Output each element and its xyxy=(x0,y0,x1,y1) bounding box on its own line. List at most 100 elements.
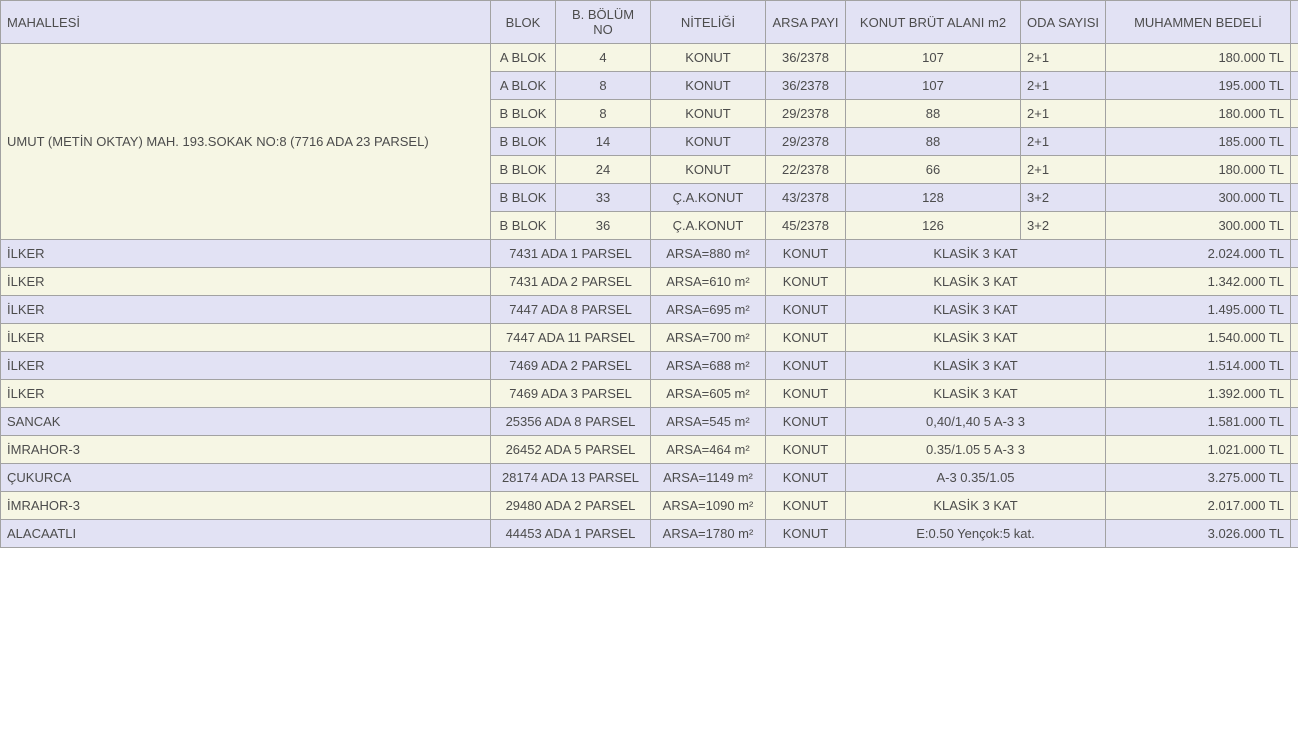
table-row: UMUT (METİN OKTAY) MAH. 193.SOKAK NO:8 (… xyxy=(1,44,1298,72)
muhammen-bedel-cell: 185.000 TL xyxy=(1106,128,1291,156)
arsa-cell: ARSA=695 m² xyxy=(651,296,766,324)
oda-sayisi-cell: 3+2 xyxy=(1021,212,1106,240)
arsa-cell: ARSA=464 m² xyxy=(651,436,766,464)
nitelik-cell: KONUT xyxy=(766,436,846,464)
table-row: ÇUKURCA28174 ADA 13 PARSELARSA=1149 m²KO… xyxy=(1,464,1298,492)
mahalle-cell: İMRAHOR-3 xyxy=(1,436,491,464)
detay-cell: KLASİK 3 KAT xyxy=(846,380,1106,408)
sliver-cell xyxy=(1291,520,1298,548)
sliver-cell xyxy=(1291,44,1298,72)
mahalle-cell: ALACAATLI xyxy=(1,520,491,548)
parsel-cell: 26452 ADA 5 PARSEL xyxy=(491,436,651,464)
parsel-cell: 25356 ADA 8 PARSEL xyxy=(491,408,651,436)
mahalle-cell: İLKER xyxy=(1,352,491,380)
arsa-payi-cell: 45/2378 xyxy=(766,212,846,240)
muhammen-bedel-cell: 3.275.000 TL xyxy=(1106,464,1291,492)
detay-cell: E:0.50 Yençok:5 kat. xyxy=(846,520,1106,548)
detay-cell: KLASİK 3 KAT xyxy=(846,240,1106,268)
sliver-cell xyxy=(1291,380,1298,408)
mahalle-cell: İMRAHOR-3 xyxy=(1,492,491,520)
table-row: ALACAATLI44453 ADA 1 PARSELARSA=1780 m²K… xyxy=(1,520,1298,548)
col-header-sliver xyxy=(1291,1,1298,44)
table-body: UMUT (METİN OKTAY) MAH. 193.SOKAK NO:8 (… xyxy=(1,44,1298,548)
sliver-cell xyxy=(1291,100,1298,128)
parsel-cell: 7469 ADA 3 PARSEL xyxy=(491,380,651,408)
nitelik-cell: KONUT xyxy=(766,408,846,436)
parsel-cell: 28174 ADA 13 PARSEL xyxy=(491,464,651,492)
nitelik-cell: Ç.A.KONUT xyxy=(651,212,766,240)
muhammen-bedel-cell: 1.342.000 TL xyxy=(1106,268,1291,296)
mahalle-cell: İLKER xyxy=(1,324,491,352)
mahalle-cell: İLKER xyxy=(1,296,491,324)
blok-cell: B BLOK xyxy=(491,184,556,212)
mahalle-cell: İLKER xyxy=(1,380,491,408)
sliver-cell xyxy=(1291,156,1298,184)
col-header-1: BLOK xyxy=(491,1,556,44)
brut-alan-cell: 66 xyxy=(846,156,1021,184)
arsa-cell: ARSA=1090 m² xyxy=(651,492,766,520)
property-table: MAHALLESİBLOKB. BÖLÜM NONİTELİĞİARSA PAY… xyxy=(0,0,1298,548)
blok-cell: B BLOK xyxy=(491,100,556,128)
brut-alan-cell: 107 xyxy=(846,44,1021,72)
blok-cell: B BLOK xyxy=(491,156,556,184)
sliver-cell xyxy=(1291,436,1298,464)
col-header-7: MUHAMMEN BEDELİ xyxy=(1106,1,1291,44)
muhammen-bedel-cell: 180.000 TL xyxy=(1106,44,1291,72)
bolum-no-cell: 24 xyxy=(556,156,651,184)
sliver-cell xyxy=(1291,492,1298,520)
sliver-cell xyxy=(1291,296,1298,324)
oda-sayisi-cell: 3+2 xyxy=(1021,184,1106,212)
oda-sayisi-cell: 2+1 xyxy=(1021,72,1106,100)
muhammen-bedel-cell: 1.514.000 TL xyxy=(1106,352,1291,380)
table-row: İLKER7431 ADA 1 PARSELARSA=880 m²KONUTKL… xyxy=(1,240,1298,268)
bolum-no-cell: 4 xyxy=(556,44,651,72)
nitelik-cell: KONUT xyxy=(766,380,846,408)
parsel-cell: 7447 ADA 11 PARSEL xyxy=(491,324,651,352)
table-row: İLKER7447 ADA 8 PARSELARSA=695 m²KONUTKL… xyxy=(1,296,1298,324)
nitelik-cell: KONUT xyxy=(766,352,846,380)
parsel-cell: 29480 ADA 2 PARSEL xyxy=(491,492,651,520)
arsa-cell: ARSA=610 m² xyxy=(651,268,766,296)
table-row: İLKER7447 ADA 11 PARSELARSA=700 m²KONUTK… xyxy=(1,324,1298,352)
arsa-payi-cell: 29/2378 xyxy=(766,100,846,128)
nitelik-cell: KONUT xyxy=(651,128,766,156)
mahalle-cell: ÇUKURCA xyxy=(1,464,491,492)
nitelik-cell: KONUT xyxy=(766,240,846,268)
detay-cell: 0.35/1.05 5 A-3 3 xyxy=(846,436,1106,464)
arsa-payi-cell: 36/2378 xyxy=(766,44,846,72)
nitelik-cell: KONUT xyxy=(766,324,846,352)
arsa-payi-cell: 36/2378 xyxy=(766,72,846,100)
table-row: İMRAHOR-326452 ADA 5 PARSELARSA=464 m²KO… xyxy=(1,436,1298,464)
col-header-3: NİTELİĞİ xyxy=(651,1,766,44)
col-header-2: B. BÖLÜM NO xyxy=(556,1,651,44)
table-row: İMRAHOR-329480 ADA 2 PARSELARSA=1090 m² K… xyxy=(1,492,1298,520)
muhammen-bedel-cell: 1.540.000 TL xyxy=(1106,324,1291,352)
sliver-cell xyxy=(1291,408,1298,436)
oda-sayisi-cell: 2+1 xyxy=(1021,100,1106,128)
muhammen-bedel-cell: 2.024.000 TL xyxy=(1106,240,1291,268)
nitelik-cell: KONUT xyxy=(651,100,766,128)
detay-cell: KLASİK 3 KAT xyxy=(846,324,1106,352)
detay-cell: A-3 0.35/1.05 xyxy=(846,464,1106,492)
brut-alan-cell: 107 xyxy=(846,72,1021,100)
nitelik-cell: KONUT xyxy=(766,296,846,324)
table-header-row: MAHALLESİBLOKB. BÖLÜM NONİTELİĞİARSA PAY… xyxy=(1,1,1298,44)
nitelik-cell: KONUT xyxy=(766,464,846,492)
arsa-cell: ARSA=700 m² xyxy=(651,324,766,352)
mahalle-cell: İLKER xyxy=(1,240,491,268)
sliver-cell xyxy=(1291,240,1298,268)
detay-cell: KLASİK 3 KAT xyxy=(846,296,1106,324)
brut-alan-cell: 88 xyxy=(846,128,1021,156)
parsel-cell: 7431 ADA 1 PARSEL xyxy=(491,240,651,268)
muhammen-bedel-cell: 180.000 TL xyxy=(1106,156,1291,184)
muhammen-bedel-cell: 1.021.000 TL xyxy=(1106,436,1291,464)
col-header-5: KONUT BRÜT ALANI m2 xyxy=(846,1,1021,44)
oda-sayisi-cell: 2+1 xyxy=(1021,128,1106,156)
blok-cell: B BLOK xyxy=(491,128,556,156)
detay-cell: KLASİK 3 KAT xyxy=(846,492,1106,520)
arsa-cell: ARSA=1780 m² xyxy=(651,520,766,548)
table-row: SANCAK25356 ADA 8 PARSELARSA=545 m²KONUT… xyxy=(1,408,1298,436)
table-row: İLKER7469 ADA 2 PARSELARSA=688 m²KONUTKL… xyxy=(1,352,1298,380)
muhammen-bedel-cell: 1.392.000 TL xyxy=(1106,380,1291,408)
arsa-cell: ARSA=688 m² xyxy=(651,352,766,380)
